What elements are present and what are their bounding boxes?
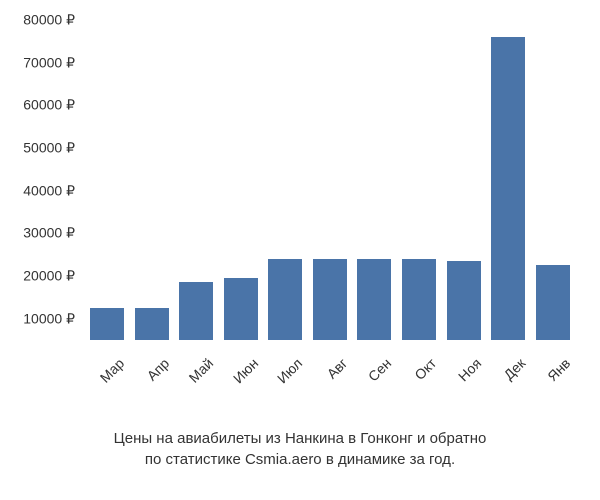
y-axis: 10000 ₽ 20000 ₽ 30000 ₽ 40000 ₽ 50000 ₽ 60000… (0, 20, 75, 340)
x-tick-label: Окт (404, 355, 456, 407)
x-tick-label: Апр (137, 355, 189, 407)
y-tick-label: 80000 ₽ (23, 12, 75, 29)
y-tick-label: 10000 ₽ (23, 310, 75, 327)
x-axis: МарАпрМайИюнИюлАвгСенОктНояДекЯнв (80, 345, 580, 385)
y-tick-label: 30000 ₽ (23, 225, 75, 242)
bar (179, 282, 213, 340)
y-tick-label: 40000 ₽ (23, 182, 75, 199)
bar (357, 259, 391, 340)
bars-container (80, 20, 580, 340)
x-tick-label: Июн (226, 355, 278, 407)
bar (536, 265, 570, 340)
x-tick-label: Мар (92, 355, 144, 407)
bar (402, 259, 436, 340)
x-tick-label: Янв (538, 355, 590, 407)
bar (90, 308, 124, 340)
bar (313, 259, 347, 340)
y-tick-label: 20000 ₽ (23, 268, 75, 285)
caption-line-1: Цены на авиабилеты из Нанкина в Гонконг … (114, 430, 487, 447)
x-tick-label: Авг (315, 355, 367, 407)
x-tick-label: Ноя (448, 355, 500, 407)
bar (447, 261, 481, 340)
bar (224, 278, 258, 340)
x-tick-label: Сен (359, 355, 411, 407)
caption-line-2: по статистике Csmia.aero в динамике за г… (145, 451, 455, 468)
y-tick-label: 50000 ₽ (23, 140, 75, 157)
bar (491, 37, 525, 340)
x-tick-label: Дек (493, 355, 545, 407)
y-tick-label: 70000 ₽ (23, 54, 75, 71)
bar (135, 308, 169, 340)
x-tick-label: Май (181, 355, 233, 407)
y-tick-label: 60000 ₽ (23, 97, 75, 114)
price-chart: 10000 ₽20000 ₽30000 ₽40000 ₽50000 ₽60000… (80, 20, 580, 380)
chart-caption: Цены на авиабилеты из Нанкина в Гонконг … (0, 428, 600, 470)
plot-area: 10000 ₽20000 ₽30000 ₽40000 ₽50000 ₽60000… (80, 20, 580, 340)
x-tick-label: Июл (270, 355, 322, 407)
bar (268, 259, 302, 340)
